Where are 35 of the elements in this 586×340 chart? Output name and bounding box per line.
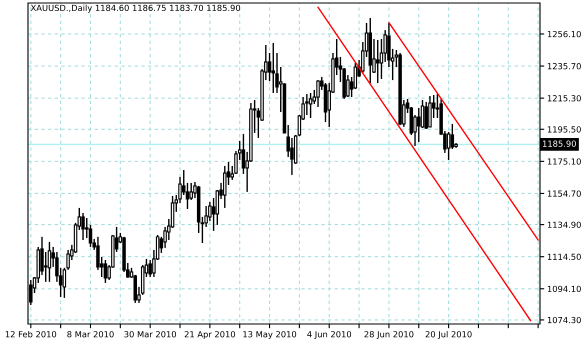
- chart-title: XAUUSD.,Daily 1184.60 1186.75 1183.70 1185.90: [30, 4, 240, 13]
- candlestick: [48, 241, 52, 283]
- candlestick: [189, 182, 193, 201]
- x-tick-label: 28 Jun 2010: [364, 331, 414, 339]
- y-tick-label: 1175.10: [548, 158, 581, 165]
- x-tick-label: 12 Feb 2010: [6, 330, 56, 338]
- y-tick-label: 1235.70: [548, 63, 581, 70]
- candlestick: [272, 42, 276, 94]
- candlestick: [376, 39, 380, 84]
- ref-line-label: 1185.90: [542, 140, 576, 147]
- y-tick-label: 1195.50: [548, 126, 581, 133]
- y-tick-label: 1154.70: [548, 190, 581, 197]
- x-tick-label: 21 Apr 2010: [184, 331, 236, 340]
- candlestick: [81, 212, 85, 241]
- y-tick-label: 1094.10: [548, 286, 581, 292]
- x-tick-label: 4 Jun 2010: [307, 331, 352, 339]
- candlestick: [104, 259, 108, 284]
- x-tick-label: 20 Jul 2010: [426, 330, 472, 339]
- y-tick-label: 1074.30: [548, 316, 581, 324]
- candlestick: [428, 95, 432, 128]
- candlestick: [223, 165, 227, 209]
- candlestick: [316, 79, 320, 108]
- x-tick-label: 13 May 2010: [243, 331, 296, 340]
- y-tick-label: 1215.30: [548, 95, 581, 102]
- y-tick-label: 1256.10: [548, 30, 581, 38]
- candlestick: [44, 251, 48, 283]
- candlestick: [450, 123, 454, 150]
- candlestick: [308, 92, 312, 119]
- candlestick: [424, 101, 428, 130]
- x-tick-label: 8 Mar 2010: [67, 331, 114, 338]
- y-tick-label: 1134.90: [548, 222, 581, 228]
- y-tick-label: 1114.50: [548, 254, 581, 260]
- x-tick-label: 30 Mar 2010: [124, 331, 176, 338]
- candlestick: [417, 107, 421, 143]
- candlestick: [305, 93, 309, 116]
